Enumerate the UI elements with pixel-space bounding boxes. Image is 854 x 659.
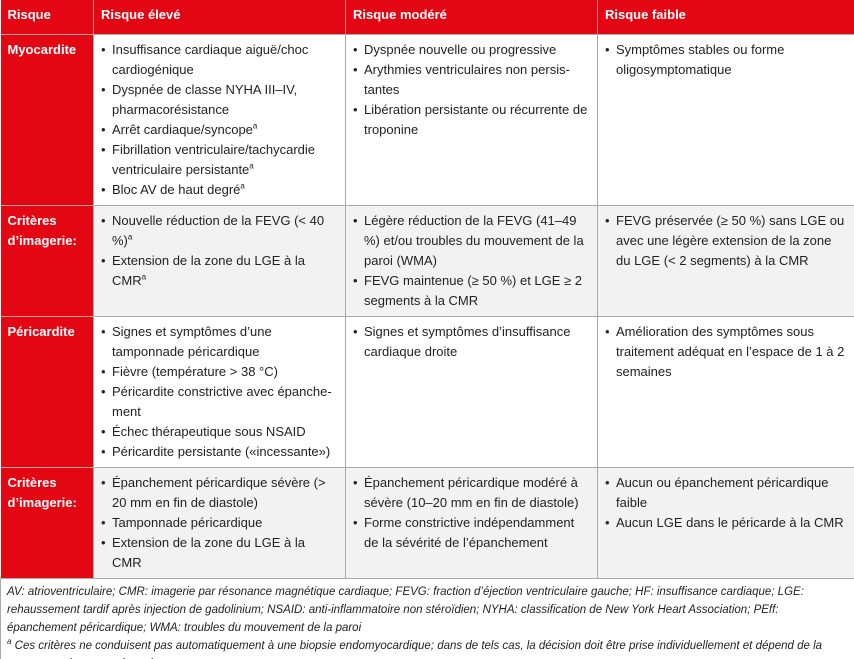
footnote-marker: a — [240, 181, 245, 191]
list-item: Insuffisance cardiaque aiguë/choc cardio… — [101, 40, 338, 80]
header-risk: Risque — [0, 0, 94, 35]
table-row: Critères d’imagerie:Nouvelle réduction d… — [0, 205, 854, 317]
header-row: Risque Risque élevé Risque modéré Risque… — [0, 0, 854, 35]
list-item: Bloc AV de haut degréa — [101, 180, 338, 200]
list-item: Nouvelle réduction de la FEVG (< 40 %)a — [101, 211, 338, 251]
list-item: Dyspnée nouvelle ou progressive — [353, 40, 590, 60]
list-item: Arythmies ventriculaires non persis­tant… — [353, 60, 590, 100]
list-item: Épanchement péricardique sévère (> 20 mm… — [101, 473, 338, 513]
header-moderate: Risque modéré — [345, 0, 598, 35]
list-item: Légère réduction de la FEVG (41–49 %) et… — [353, 211, 590, 271]
list-item: FEVG préservée (≥ 50 %) sans LGE ou avec… — [605, 211, 847, 271]
footnote-marker: a — [141, 272, 147, 282]
list-item: FEVG maintenue (≥ 50 %) et LGE ≥ 2 segme… — [353, 271, 590, 311]
footnote-a: a Ces critères ne conduisent pas automat… — [7, 637, 823, 659]
list-item: Signes et symptômes d’une tamponnade pér… — [101, 322, 338, 362]
list-item: Aucun LGE dans le péricarde à la CMR — [605, 513, 847, 533]
row-label: Critères d’imagerie: — [0, 205, 94, 317]
table-row: PéricarditeSignes et symptômes d’une tam… — [0, 316, 854, 468]
footnote-marker: a — [249, 161, 254, 171]
list-item: Péricardite persistante («incessante») — [101, 442, 338, 462]
list-item: Extension de la zone du LGE à la CMRa — [101, 251, 338, 291]
table-row: MyocarditeInsuffisance cardiaque aiguë/c… — [0, 34, 854, 206]
cell-low-risk: Symptômes stables ou forme oligosymp­tom… — [597, 34, 854, 206]
list-item: Signes et symptômes d’insuffisance cardi… — [353, 322, 590, 362]
cell-high-risk: Signes et symptômes d’une tamponnade pér… — [93, 316, 346, 468]
cell-low-risk: Aucun ou épanchement péricardique faible… — [597, 467, 854, 579]
list-item: Épanchement péricardique modéré à sévère… — [353, 473, 590, 513]
row-label: Myocardite — [0, 34, 94, 206]
footnote: AV: atrioventriculaire; CMR: imagerie pa… — [0, 578, 854, 659]
cell-high-risk: Insuffisance cardiaque aiguë/choc cardio… — [93, 34, 346, 206]
list-item: Échec thérapeutique sous NSAID — [101, 422, 338, 442]
row-label: Critères d’imagerie: — [0, 467, 94, 579]
footnote-marker: a — [127, 232, 133, 242]
row-label: Péricardite — [0, 316, 94, 468]
table-row: Critères d’imagerie:Épanchement péricard… — [0, 467, 854, 579]
cell-high-risk: Nouvelle réduction de la FEVG (< 40 %)aE… — [93, 205, 346, 317]
list-item: Tamponnade péricardique — [101, 513, 338, 533]
cell-low-risk: FEVG préservée (≥ 50 %) sans LGE ou avec… — [597, 205, 854, 317]
list-item: Fièvre (température > 38 °C) — [101, 362, 338, 382]
cell-moderate-risk: Légère réduction de la FEVG (41–49 %) et… — [345, 205, 598, 317]
list-item: Forme constrictive indépendamment de la … — [353, 513, 590, 553]
footnote-marker: a — [252, 121, 258, 131]
header-low: Risque faible — [597, 0, 854, 35]
header-high: Risque élevé — [93, 0, 346, 35]
cell-high-risk: Épanchement péricardique sévère (> 20 mm… — [93, 467, 346, 579]
list-item: Libération persistante ou récurrente de … — [353, 100, 590, 140]
cell-moderate-risk: Signes et symptômes d’insuffisance cardi… — [345, 316, 598, 468]
list-item: Fibrillation ventriculaire/tachycardie v… — [101, 140, 338, 180]
list-item: Extension de la zone du LGE à la CMR — [101, 533, 338, 573]
list-item: Aucun ou épanchement péricardique faible — [605, 473, 847, 513]
list-item: Arrêt cardiaque/syncopea — [101, 120, 338, 140]
list-item: Symptômes stables ou forme oligosymp­tom… — [605, 40, 847, 80]
cell-moderate-risk: Épanchement péricardique modéré à sévère… — [345, 467, 598, 579]
cell-moderate-risk: Dyspnée nouvelle ou progressiveArythmies… — [345, 34, 598, 206]
abbreviations: AV: atrioventriculaire; CMR: imagerie pa… — [7, 586, 804, 634]
cell-low-risk: Amélioration des symptômes sous traiteme… — [597, 316, 854, 468]
list-item: Amélioration des symptômes sous traiteme… — [605, 322, 847, 382]
list-item: Péricardite constrictive avec épanche­me… — [101, 382, 338, 422]
list-item: Dyspnée de classe NYHA III–IV, pharmacor… — [101, 80, 338, 120]
